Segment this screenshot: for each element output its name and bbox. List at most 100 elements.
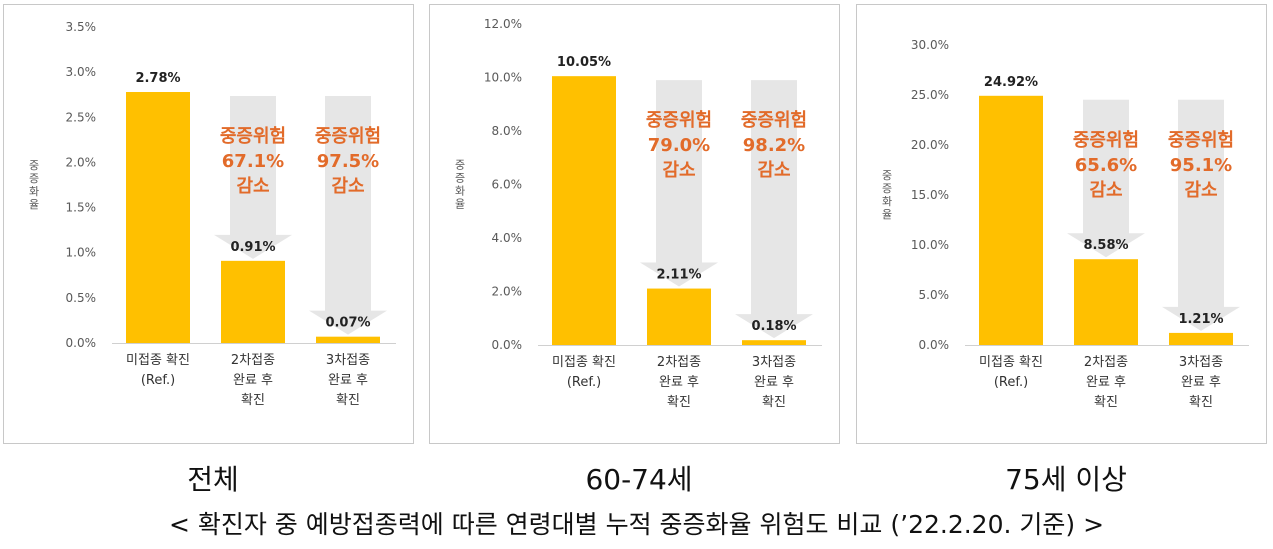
reduction-annotation: 중증위험 — [1073, 129, 1139, 151]
x-category-label: 확진 — [667, 395, 691, 410]
reduction-annotation: 중증위험 — [220, 125, 286, 147]
caption-all: 전체 — [187, 463, 239, 496]
y-tick-label: 20.0% — [911, 138, 949, 152]
bar-value-label: 0.07% — [325, 316, 370, 331]
y-axis-label-char: 중 — [882, 169, 892, 182]
y-tick-label: 5.0% — [919, 288, 950, 302]
y-axis-label-char: 율 — [29, 198, 39, 211]
reduction-arrow — [735, 80, 813, 339]
y-axis-label-char: 화 — [455, 185, 465, 198]
x-category-label: 확진 — [241, 393, 265, 408]
y-axis-label-char: 증 — [882, 182, 892, 195]
y-axis-label-char: 율 — [882, 208, 892, 221]
y-tick-label: 1.5% — [66, 201, 97, 215]
bar — [647, 288, 711, 345]
reduction-annotation: 감소 — [1184, 180, 1217, 201]
y-tick-label: 0.5% — [66, 291, 97, 305]
reduction-annotation: 중증위험 — [646, 109, 712, 131]
reduction-arrow — [214, 96, 292, 259]
y-tick-label: 15.0% — [911, 188, 949, 202]
x-category-label: 완료 후 — [659, 375, 699, 390]
bar — [126, 92, 190, 344]
x-category-label: (Ref.) — [141, 373, 175, 388]
y-axis-label-char: 중 — [29, 159, 39, 172]
x-category-label: 완료 후 — [1181, 375, 1221, 390]
y-tick-label: 10.0% — [911, 238, 949, 252]
reduction-annotation: 98.2% — [743, 135, 805, 156]
bar — [316, 336, 380, 343]
y-axis-label-char: 화 — [882, 195, 892, 208]
bar-value-label: 10.05% — [557, 55, 611, 70]
chart-panel-60-74: 0.0% 2.0% 4.0% 6.0% 8.0% 10.0% 12.0% 중 증 화 율 10.05%… — [429, 4, 840, 444]
x-category-label: 완료 후 — [233, 373, 273, 388]
y-tick-label: 6.0% — [492, 178, 523, 192]
y-tick-label: 30.0% — [911, 38, 949, 52]
bar — [552, 76, 616, 345]
chart-60-74: 0.0% 2.0% 4.0% 6.0% 8.0% 10.0% 12.0% 중증화율 10.05%… — [455, 17, 822, 410]
x-category-label: 완료 후 — [328, 373, 368, 388]
reduction-annotation: 감소 — [331, 176, 364, 197]
y-axis-label-char: 증 — [455, 172, 465, 185]
x-category-label: 확진 — [762, 395, 786, 410]
x-category-label: 미접종 확진 — [979, 355, 1043, 370]
x-category-label: 2차접종 — [231, 353, 275, 368]
x-category-label: (Ref.) — [567, 375, 601, 390]
y-axis-label-char: 증 — [29, 172, 39, 185]
reduction-annotation: 감소 — [236, 176, 269, 197]
reduction-arrow — [309, 96, 387, 335]
y-tick-label: 4.0% — [492, 231, 523, 245]
x-category-label: 완료 후 — [754, 375, 794, 390]
reduction-arrow — [640, 80, 718, 287]
x-category-label: (Ref.) — [994, 375, 1028, 390]
chart-all: 0.0% 0.5% 1.0% 1.5% 2.0% 2.5% 3.0% 3.5% 중증화율 2.78… — [29, 20, 396, 408]
x-category-label: 확진 — [1189, 395, 1213, 410]
bar-value-label: 24.92% — [984, 75, 1038, 90]
bar — [1169, 332, 1233, 345]
bar-value-label: 1.21% — [1178, 312, 1223, 327]
y-tick-label: 0.0% — [66, 336, 97, 350]
y-tick-label: 2.0% — [66, 155, 97, 169]
y-axis-label-char: 중 — [455, 159, 465, 172]
reduction-annotation: 중증위험 — [315, 125, 381, 147]
reduction-annotation: 79.0% — [648, 135, 710, 156]
chart-75-plus: 0.0% 5.0% 10.0% 15.0% 20.0% 25.0% 30.0% 중증화율 24.… — [882, 38, 1249, 410]
x-category-label: 완료 후 — [1086, 375, 1126, 390]
reduction-annotation: 97.5% — [317, 151, 379, 172]
x-category-label: 3차접종 — [1179, 355, 1223, 370]
bar — [742, 340, 806, 345]
reduction-annotation: 중증위험 — [741, 109, 807, 131]
caption-60-74: 60-74세 — [585, 463, 693, 496]
x-category-label: 2차접종 — [657, 355, 701, 370]
reduction-annotation: 67.1% — [222, 151, 284, 172]
y-tick-label: 25.0% — [911, 88, 949, 102]
y-tick-label: 8.0% — [492, 124, 523, 138]
x-category-label: 미접종 확진 — [552, 355, 616, 370]
y-axis-label-char: 율 — [455, 198, 465, 211]
y-tick-label: 2.5% — [66, 110, 97, 124]
y-tick-label: 3.0% — [66, 65, 97, 79]
reduction-annotation: 95.1% — [1170, 155, 1232, 176]
y-tick-label: 1.0% — [66, 246, 97, 260]
reduction-annotation: 감소 — [1089, 180, 1122, 201]
y-tick-label: 3.5% — [66, 20, 97, 34]
x-category-label: 3차접종 — [326, 353, 370, 368]
bar-value-label: 2.78% — [135, 71, 180, 86]
bar — [221, 260, 285, 343]
reduction-annotation: 중증위험 — [1168, 129, 1234, 151]
y-tick-label: 10.0% — [484, 71, 522, 85]
x-category-label: 확진 — [1094, 395, 1118, 410]
x-category-label: 미접종 확진 — [126, 353, 190, 368]
caption-75-plus: 75세 이상 — [1005, 463, 1127, 496]
reduction-annotation: 감소 — [757, 160, 790, 181]
bar-value-label: 2.11% — [656, 268, 701, 283]
reduction-annotation: 65.6% — [1075, 155, 1137, 176]
y-tick-label: 0.0% — [492, 338, 523, 352]
bar — [979, 95, 1043, 345]
y-tick-label: 2.0% — [492, 285, 523, 299]
x-category-label: 3차접종 — [752, 355, 796, 370]
x-category-label: 확진 — [336, 393, 360, 408]
chart-panel-75-plus: 0.0% 5.0% 10.0% 15.0% 20.0% 25.0% 30.0% 중 증 화 율 24.… — [856, 4, 1267, 444]
chart-panel-all: 0.0% 0.5% 1.0% 1.5% 2.0% 2.5% 3.0% 3.5% 중 증 화 율 2.78… — [3, 4, 414, 444]
reduction-annotation: 감소 — [662, 160, 695, 181]
bar — [1074, 259, 1138, 345]
